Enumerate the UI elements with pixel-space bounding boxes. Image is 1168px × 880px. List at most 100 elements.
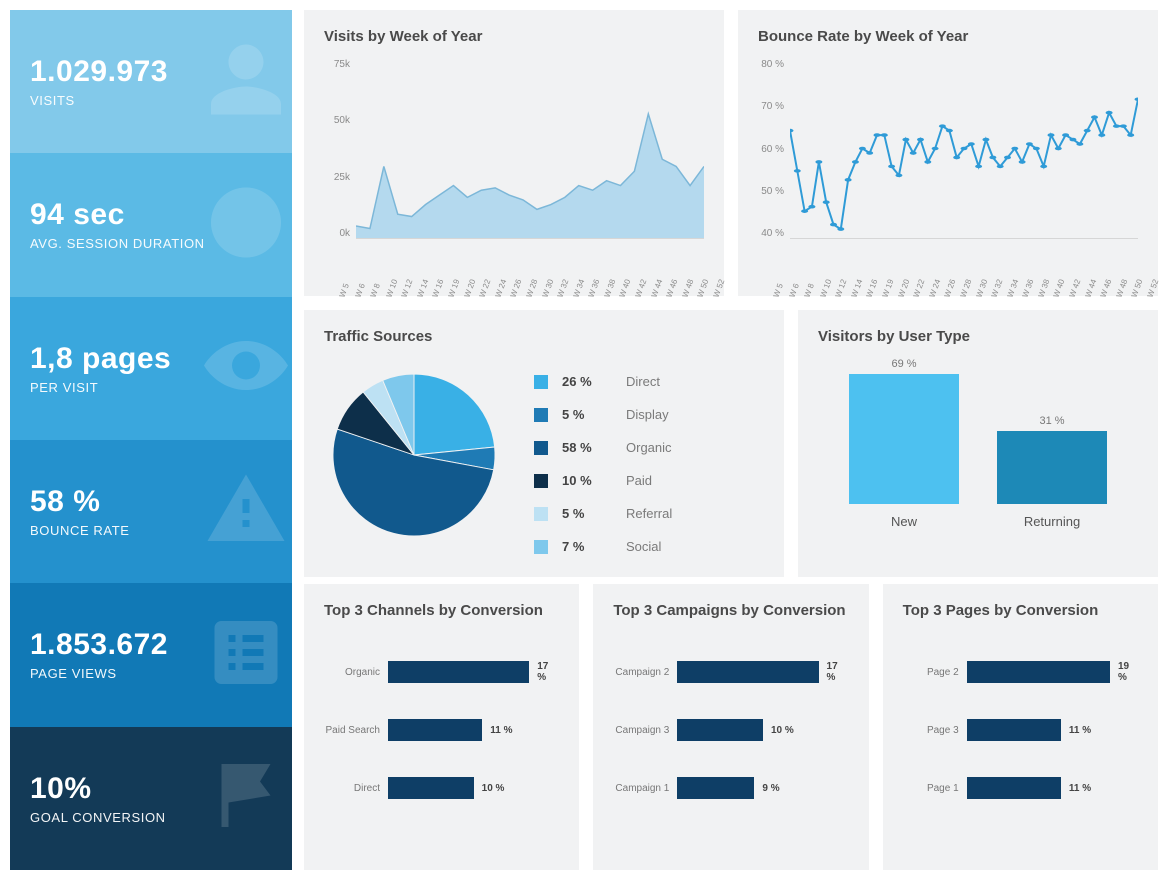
hbar-row: Page 3 11 % (903, 701, 1138, 759)
hbar-value: 19 % (1118, 661, 1138, 683)
panel-title: Visits by Week of Year (324, 28, 704, 45)
legend-percent: 5 % (562, 506, 612, 521)
kpi-tile: 1,8 pagesPER VISIT (10, 297, 292, 440)
hbar-track: 10 % (677, 719, 848, 741)
hbar-value: 17 % (827, 661, 849, 683)
legend-label: Organic (626, 440, 706, 455)
hbar-row: Paid Search11 % (324, 701, 559, 759)
visitors-by-type-panel: Visitors by User Type 69 % New 31 % Returni… (798, 310, 1158, 577)
hbar (388, 661, 529, 683)
bar (997, 431, 1107, 504)
hbar-value: 11 % (1069, 783, 1091, 794)
hbar-row: Page 2 19 % (903, 643, 1138, 701)
hbar-label: Page 3 (903, 725, 967, 736)
hbar-value: 10 % (771, 725, 794, 736)
legend-swatch (534, 408, 548, 422)
clock-icon (204, 180, 288, 269)
bar-label: Returning (997, 514, 1107, 529)
panel-title: Bounce Rate by Week of Year (758, 28, 1138, 45)
hbar (677, 719, 763, 741)
panel-title: Top 3 Campaigns by Conversion (613, 602, 848, 619)
hbar-label: Campaign 1 (613, 783, 677, 794)
hbar-track: 11 % (967, 719, 1138, 741)
hbar (677, 777, 754, 799)
legend-swatch (534, 474, 548, 488)
alert-icon (204, 467, 288, 556)
hbar (967, 661, 1110, 683)
legend-percent: 10 % (562, 473, 612, 488)
legend-label: Paid (626, 473, 706, 488)
hbar-value: 11 % (1069, 725, 1091, 736)
bounce-y-axis: 80 %70 %60 %50 %40 % (758, 59, 790, 259)
hbar-label: Organic (324, 667, 388, 678)
hbar-track: 17 % (388, 661, 559, 683)
hbar-label: Campaign 3 (613, 725, 677, 736)
hbar-track: 10 % (388, 777, 559, 799)
hbar-row: Direct 10 % (324, 759, 559, 817)
user-icon (204, 37, 288, 126)
legend-percent: 7 % (562, 539, 612, 554)
list-icon (204, 610, 288, 699)
top-pages-panel: Top 3 Pages by Conversion Page 219 %Page… (883, 584, 1158, 870)
legend-label: Direct (626, 374, 706, 389)
hbar-label: Direct (324, 783, 388, 794)
hbar (388, 777, 474, 799)
legend-percent: 5 % (562, 407, 612, 422)
panel-title: Visitors by User Type (818, 328, 1138, 345)
campaigns-bars: Campaign 2 17 % Campaign 3 10 % Campaign 1 9 … (613, 633, 848, 817)
hbar-track: 17 % (677, 661, 848, 683)
kpi-tile: 1.029.973VISITS (10, 10, 292, 153)
legend-row: 5 %Display (534, 398, 706, 431)
bounce-rate-panel: Bounce Rate by Week of Year 80 %70 %60 %… (738, 10, 1158, 296)
bar-value: 31 % (997, 415, 1107, 427)
hbar-track: 11 % (388, 719, 559, 741)
hbar-track: 9 % (677, 777, 848, 799)
channels-bars: Organic 17 % Paid Search11 % Direct 10 % (324, 633, 559, 817)
visits-by-week-panel: Visits by Week of Year 75k50k25k0k W 5W … (304, 10, 724, 296)
eye-icon (204, 324, 288, 413)
hbar (388, 719, 482, 741)
legend-row: 5 % Referral (534, 497, 706, 530)
pages-bars: Page 219 %Page 311 %Page 111 % (903, 633, 1138, 817)
hbar-row: Page 111 % (903, 759, 1138, 817)
top-channels-panel: Top 3 Channels by Conversion Organic 17 %… (304, 584, 579, 870)
hbar-value: 9 % (762, 783, 779, 794)
traffic-sources-panel: Traffic Sources 26 % Direct 5 %Display 58 %… (304, 310, 784, 577)
bar-label: New (849, 514, 959, 529)
visitors-bars: 69 % New 31 % Returning (818, 359, 1138, 529)
bar-value: 69 % (849, 358, 959, 370)
legend-swatch (534, 441, 548, 455)
kpi-sidebar: 1.029.973VISITS94 secAVG. SESSION DURATI… (10, 10, 292, 870)
bar (849, 374, 959, 504)
legend-row: 26 % Direct (534, 365, 706, 398)
visitor-bar: 69 % New (849, 358, 959, 529)
hbar (677, 661, 818, 683)
hbar-row: Campaign 1 9 % (613, 759, 848, 817)
hbar-value: 17 % (537, 661, 559, 683)
panel-title: Top 3 Pages by Conversion (903, 602, 1138, 619)
kpi-tile: 58 %BOUNCE RATE (10, 440, 292, 583)
analytics-dashboard: 1.029.973VISITS94 secAVG. SESSION DURATI… (10, 10, 1158, 870)
hbar-value: 10 % (482, 783, 505, 794)
legend-row: 10 % Paid (534, 464, 706, 497)
flag-icon (204, 754, 288, 843)
panel-title: Traffic Sources (324, 328, 764, 345)
visits-plot (356, 59, 704, 239)
hbar (967, 777, 1061, 799)
top-campaigns-panel: Top 3 Campaigns by Conversion Campaign 2… (593, 584, 868, 870)
hbar-track: 19 % (967, 661, 1138, 683)
legend-percent: 58 % (562, 440, 612, 455)
hbar-label: Page 2 (903, 667, 967, 678)
hbar-label: Campaign 2 (613, 667, 677, 678)
traffic-pie-chart (324, 365, 504, 545)
legend-percent: 26 % (562, 374, 612, 389)
main-content: Visits by Week of Year 75k50k25k0k W 5W … (304, 10, 1158, 870)
visits-y-axis: 75k50k25k0k (324, 59, 356, 259)
legend-swatch (534, 375, 548, 389)
bounce-plot (790, 59, 1138, 239)
legend-swatch (534, 540, 548, 554)
hbar-label: Paid Search (324, 725, 388, 736)
panel-title: Top 3 Channels by Conversion (324, 602, 559, 619)
hbar (967, 719, 1061, 741)
legend-label: Referral (626, 506, 706, 521)
